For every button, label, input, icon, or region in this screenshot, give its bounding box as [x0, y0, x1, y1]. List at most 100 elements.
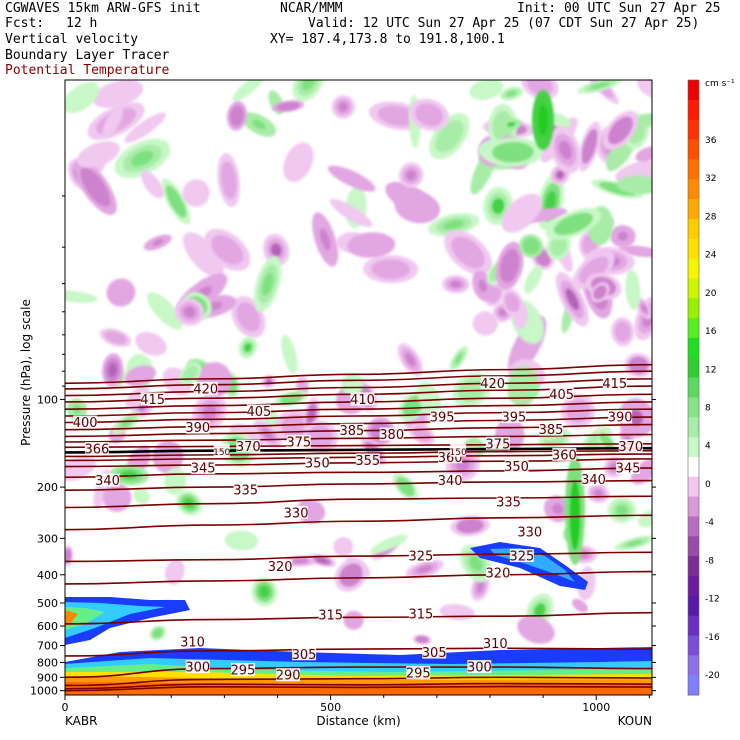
updraft-cell [369, 534, 408, 555]
updraft-cell [454, 353, 463, 364]
colorbar-label: 8 [705, 404, 711, 414]
downdraft-cell [418, 637, 426, 642]
contour-label-bg [408, 606, 433, 620]
colorbar-label: 24 [705, 251, 717, 261]
forecast-hour: 12 h [66, 16, 98, 31]
downdraft-cell [152, 239, 164, 246]
updraft-cell [131, 150, 154, 167]
forecast-label: Fcst: [5, 16, 45, 31]
x-tick-label: 1000 [582, 701, 610, 714]
colorbar-label: -4 [705, 518, 714, 528]
downdraft-cell [559, 140, 572, 160]
contour-label: 315 [409, 607, 434, 622]
contour-label-bg [509, 549, 534, 563]
y-axis-label: Pressure (hPa), log scale [19, 299, 33, 446]
contour-label: 390 [185, 421, 210, 436]
contour-label: 325 [409, 550, 434, 565]
contour-label: 300 [467, 661, 492, 676]
updraft-cell [65, 82, 100, 114]
contour-label-bg [213, 443, 230, 457]
colorbar-label: 32 [705, 174, 716, 184]
downdraft-cell [333, 537, 354, 557]
contour-label-bg [422, 645, 447, 659]
contour-label: 150 [213, 448, 230, 458]
contour-label-bg [350, 392, 375, 406]
updraft-cell [281, 334, 298, 374]
colorbar-swatch [688, 536, 699, 557]
downdraft-cell [182, 179, 210, 207]
y-tick-label: 1000 [30, 685, 58, 698]
colorbar-swatch [688, 456, 699, 478]
downdraft-cell [135, 331, 167, 356]
contour-label-bg [246, 404, 271, 418]
downdraft-cell [450, 280, 462, 288]
colorbar-swatch [688, 615, 699, 636]
downdraft-cell [596, 288, 604, 297]
colorbar-swatch [688, 417, 699, 438]
contour-label: 340 [581, 473, 606, 488]
contour-label: 330 [284, 506, 309, 521]
theta-contour-375 [65, 433, 652, 443]
downdraft-cell [102, 105, 124, 139]
contour-label: 325 [509, 550, 534, 565]
downdraft-cell [522, 620, 550, 640]
downdraft-cell [183, 232, 225, 278]
downdraft-cell [270, 243, 282, 257]
updraft-cell [435, 120, 464, 153]
contour-label: 390 [608, 411, 633, 426]
downdraft-cell [578, 256, 609, 284]
updraft-cell [151, 627, 164, 639]
contour-label: 345 [616, 462, 641, 477]
colorbar-label: -20 [705, 671, 720, 681]
contour-label: 355 [355, 454, 380, 469]
colorbar-units: cm s⁻¹ [705, 79, 735, 89]
downdraft-cell [574, 600, 586, 611]
contour-label-bg [355, 453, 380, 467]
contour-label-bg [618, 439, 643, 453]
contour-label: 415 [602, 377, 627, 392]
contour-label: 295 [231, 664, 256, 679]
theta-contour-420 [65, 363, 652, 385]
colorbar-label: 0 [705, 480, 711, 490]
contour-label-bg [450, 443, 467, 457]
contour-label: 340 [438, 474, 463, 489]
contour-label: 315 [318, 609, 343, 624]
contour-label-bg [467, 660, 492, 674]
y-tick-label: 600 [37, 620, 58, 633]
y-tick-label: 400 [37, 569, 58, 582]
downdraft-cell [451, 236, 485, 269]
updraft-cell [396, 476, 415, 497]
contour-label: 290 [276, 669, 301, 684]
downdraft-cell [641, 304, 648, 313]
contour-label-bg [438, 473, 463, 487]
updraft-cell [506, 90, 517, 97]
downdraft-cell [104, 331, 127, 345]
colorbar-label: 4 [705, 442, 711, 452]
downdraft-cell [630, 458, 652, 485]
colorbar-swatch [688, 595, 699, 617]
theta-contour-390 [65, 408, 652, 424]
colorbar-swatch [688, 258, 699, 279]
downdraft-cell [211, 235, 244, 265]
downdraft-cell [500, 248, 520, 283]
contour-label: 370 [618, 440, 643, 455]
theta-contour-345 [65, 467, 652, 479]
downdraft-cell [86, 175, 104, 199]
field-potential-temperature: Potential Temperature [5, 63, 170, 78]
contour-label: 305 [422, 646, 447, 661]
downdraft-cell [297, 379, 308, 394]
updraft-cell [524, 265, 543, 294]
downdraft-cell [106, 278, 136, 307]
contour-label-bg [95, 473, 120, 487]
downdraft-cell [283, 142, 314, 183]
contour-label: 385 [539, 423, 564, 438]
contour-label-bg [602, 376, 627, 390]
contour-label: 305 [292, 648, 317, 663]
downdraft-cell [613, 122, 628, 139]
updraft-cell [550, 236, 567, 257]
downdraft-cell [140, 170, 164, 199]
y-tick-label: 200 [37, 481, 58, 494]
downdraft-cell [343, 610, 364, 630]
colorbar-swatch [688, 516, 699, 537]
tracer-plume [65, 610, 78, 626]
